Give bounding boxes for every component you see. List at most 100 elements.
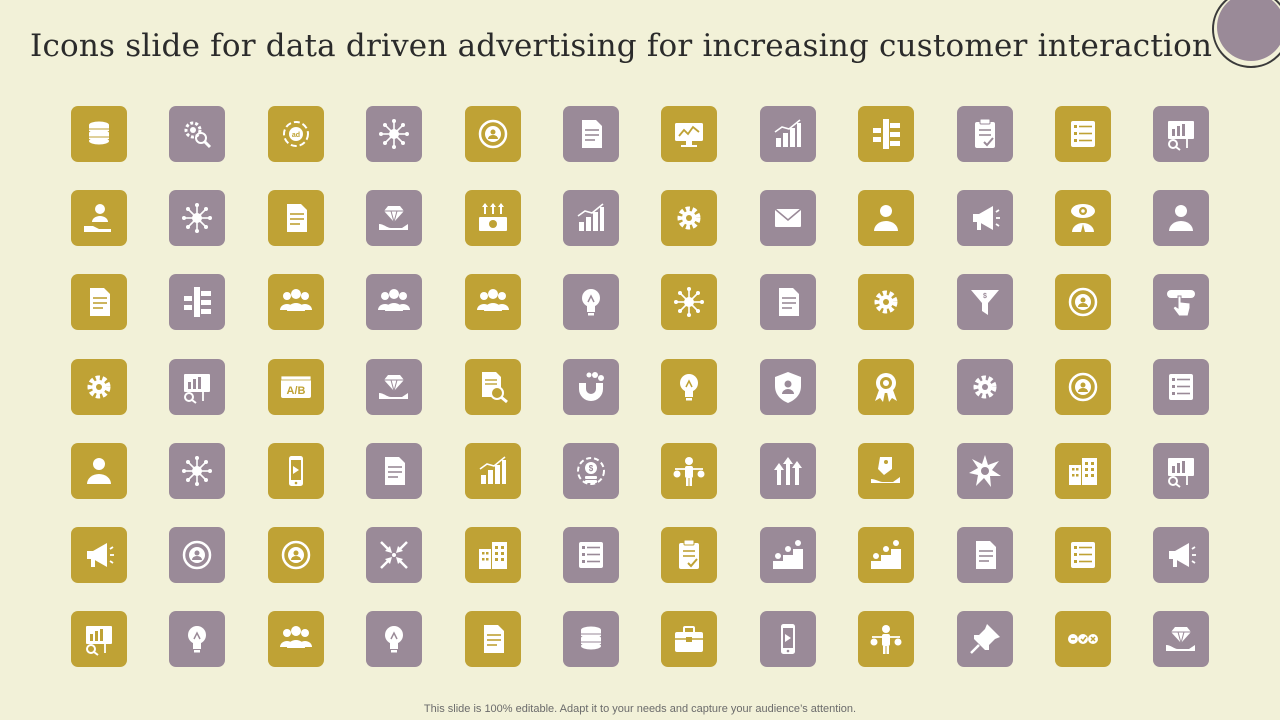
- magnet-icon: [563, 359, 619, 415]
- target-arrows-icon-glyph: [182, 540, 212, 570]
- bulb-gears-icon-glyph: [385, 626, 403, 653]
- documents-calculator-icon: [465, 611, 521, 667]
- eye-businessman-icon-glyph: [1071, 204, 1095, 232]
- checklist-clipboard-icon: [661, 527, 717, 583]
- spreadsheet-report-icon-glyph: [90, 288, 110, 316]
- star-hierarchy-icon-glyph: [184, 287, 211, 317]
- pen-chart-icon-glyph: [774, 119, 801, 147]
- customer-faces-icon-glyph: [1068, 372, 1098, 402]
- megaphone-user-icon-glyph: [973, 206, 1000, 230]
- bulb-magnifier-icon: [169, 611, 225, 667]
- magnet-icon-glyph: [579, 372, 604, 401]
- flowchart-icon: [858, 106, 914, 162]
- money-growth-icon: [465, 190, 521, 246]
- push-pin-icon-glyph: [970, 624, 1000, 654]
- user-speech-icon-glyph: [87, 458, 111, 484]
- balance-scale-person-icon: [661, 443, 717, 499]
- upward-arrows-icon: [760, 443, 816, 499]
- mobile-marketing-icon-glyph: [289, 456, 303, 486]
- user-search-icon: [1153, 190, 1209, 246]
- growth-chart-search-icon-glyph: [479, 456, 506, 484]
- award-badge-icon: [858, 359, 914, 415]
- database-gear-icon-glyph: [581, 626, 601, 650]
- document-gear-icon-glyph: [976, 541, 996, 569]
- hands-diamond-icon: [366, 359, 422, 415]
- dollar-growth-chart-icon: [563, 190, 619, 246]
- documents-icon-glyph: [287, 204, 307, 232]
- settings-list-icon: [1153, 359, 1209, 415]
- team-discussion-icon: [268, 274, 324, 330]
- mobile-envelope-icon-glyph: [781, 624, 795, 654]
- presentation-magnifier-icon-glyph: [86, 626, 112, 656]
- bulb-magnifier-icon-glyph: [188, 626, 206, 653]
- clipboard-check-icon: [957, 106, 1013, 162]
- documents-calculator-icon-glyph: [484, 625, 504, 653]
- hand-diamond-icon-glyph: [379, 206, 408, 230]
- corner-disc-decoration: [1217, 0, 1280, 61]
- gear-tools-icon: [661, 190, 717, 246]
- toolbox-icon: [661, 611, 717, 667]
- person-decision-icon: [858, 611, 914, 667]
- hand-tag-icon-glyph: [871, 457, 900, 483]
- pen-chart-icon: [760, 106, 816, 162]
- upward-arrows-icon-glyph: [774, 457, 802, 485]
- survey-list-icon: [563, 527, 619, 583]
- corner-ring-decoration: [1212, 0, 1280, 68]
- converging-arrows-icon-glyph: [380, 541, 408, 569]
- dollar-steps-icon-glyph: [773, 540, 803, 569]
- idea-bulb-icon: [563, 274, 619, 330]
- rating-buttons-icon-glyph: [1068, 634, 1098, 644]
- rating-buttons-icon: [1055, 611, 1111, 667]
- award-badge-icon-glyph: [875, 373, 897, 402]
- team-add-icon-glyph: [378, 289, 410, 311]
- dollar-funnel-icon-glyph: $: [971, 290, 999, 315]
- star-hierarchy-icon: [169, 274, 225, 330]
- text-document-icon: [366, 443, 422, 499]
- shield-users-icon-glyph: [775, 372, 801, 403]
- bulb-gears-icon: [366, 611, 422, 667]
- presentation-analysis-icon-glyph: [184, 374, 210, 404]
- settings-list-icon-glyph: [1169, 374, 1193, 400]
- hands-gem-icon: [1153, 611, 1209, 667]
- target-user-icon-glyph: [478, 119, 508, 149]
- user-profile-icon-glyph: [874, 205, 898, 231]
- presentation-analysis-icon: [169, 359, 225, 415]
- connected-users-icon: [661, 274, 717, 330]
- document-gear-icon: [957, 527, 1013, 583]
- group-meeting-icon: [465, 274, 521, 330]
- group-meeting-icon-glyph: [477, 289, 509, 311]
- head-idea-icon: [661, 359, 717, 415]
- ab-testing-icon: A/B: [268, 359, 324, 415]
- presentation-magnifier-icon: [71, 611, 127, 667]
- svg-text:$: $: [983, 293, 987, 300]
- head-idea-icon-glyph: [680, 374, 698, 401]
- megaphone-badge-icon: [1153, 527, 1209, 583]
- balance-scale-person-icon-glyph: [673, 457, 705, 486]
- dollar-steps-icon: [760, 527, 816, 583]
- mobile-marketing-icon: [268, 443, 324, 499]
- ab-testing-icon-glyph: A/B: [280, 375, 312, 398]
- click-hand-icon: [1153, 274, 1209, 330]
- growth-chart-search-icon: [465, 443, 521, 499]
- megaphone-icon-glyph: [87, 543, 114, 567]
- hands-gem-icon-glyph: [1166, 627, 1195, 651]
- office-buildings-icon: [1055, 443, 1111, 499]
- gear-search-icon-glyph: [184, 121, 212, 149]
- city-car-icon: [465, 527, 521, 583]
- database-stack-icon-glyph: [89, 121, 109, 145]
- broken-puzzle-icon: [957, 443, 1013, 499]
- checklist-icon-glyph: [1071, 121, 1095, 147]
- documents-icon: [268, 190, 324, 246]
- target-document-icon-glyph: [281, 540, 311, 570]
- connected-users-icon-glyph: [674, 287, 704, 317]
- document-search-icon: [465, 359, 521, 415]
- envelope-icon: [760, 190, 816, 246]
- gear-settings-icon-glyph: [874, 290, 898, 314]
- data-panel-icon: [1055, 527, 1111, 583]
- toolbox-icon-glyph: [675, 626, 703, 652]
- svg-text:A/B: A/B: [287, 385, 306, 397]
- svg-text:ad: ad: [292, 132, 300, 139]
- network-hub-icon: [366, 106, 422, 162]
- presenter-board-icon: [1153, 443, 1209, 499]
- dollar-coins-cycle-icon: $: [563, 443, 619, 499]
